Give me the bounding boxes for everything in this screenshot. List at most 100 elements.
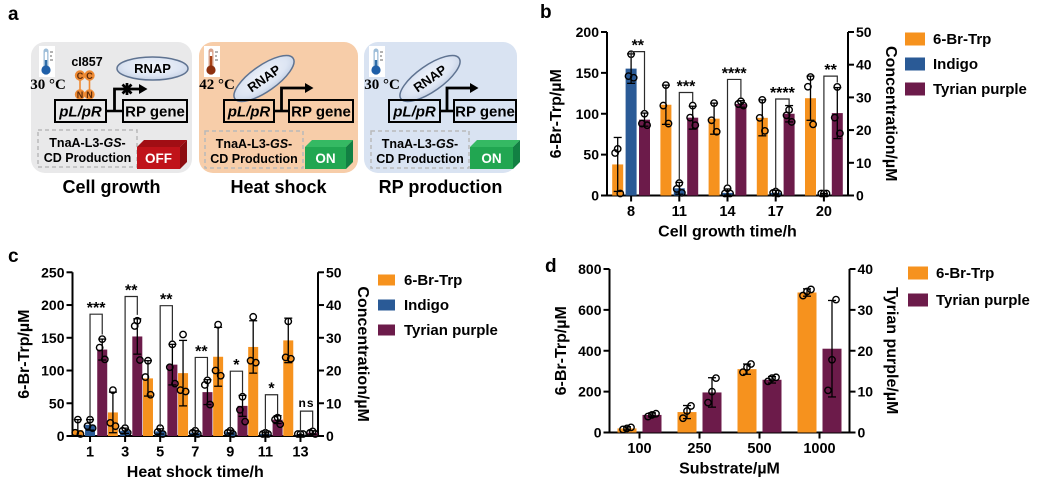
right-tick-label: 50	[856, 24, 872, 40]
panel-a-diagram: a 30 °C cI857	[8, 4, 520, 197]
data-point	[644, 412, 652, 421]
state-card-heat-shock: 42 °C RNAP pL/pR RP gene TnaA-L3-GS- CD …	[199, 42, 358, 197]
data-point	[179, 330, 187, 339]
significance-label: **	[195, 343, 208, 360]
bar-6-br-trp	[708, 118, 720, 196]
left-tick-label: 0	[591, 188, 599, 204]
gene-box	[288, 99, 354, 123]
panel-b-label: b	[540, 2, 552, 23]
legend-label: 6-Br-Trp	[404, 272, 462, 289]
right-axis-title: Concentration/µM	[882, 46, 899, 181]
data-point	[73, 415, 82, 424]
data-point	[817, 189, 826, 198]
right-tick-label: 40	[858, 261, 874, 277]
data-point	[249, 312, 258, 321]
data-point	[206, 400, 214, 409]
bar-6-br-trp	[660, 104, 672, 196]
bar-tyrian-purple	[272, 419, 283, 436]
x-tick-label: 7	[191, 445, 199, 461]
panel-c-label: c	[8, 246, 19, 267]
switch-off-button: OFF	[137, 140, 187, 169]
bar-tyrian-purple	[687, 117, 699, 196]
data-point	[720, 189, 729, 198]
legend-label: Indigo	[404, 297, 449, 314]
significance-bracket	[89, 313, 103, 419]
data-point	[661, 81, 670, 90]
promoter-box	[223, 99, 275, 123]
data-point	[168, 340, 177, 349]
left-tick-label: 0	[57, 428, 65, 444]
state-card-cell-growth: 30 °C cI857 C C N N RNAP	[30, 42, 192, 197]
bar-6-br-trp	[213, 356, 224, 436]
promoter-box	[388, 99, 441, 123]
right-tick-label: 0	[856, 188, 864, 204]
promoter-arrow-blocked	[113, 83, 148, 111]
right-tick-label: 10	[326, 395, 342, 411]
state-card-rp-production: 30 °C RNAP pL/pR RP gene TnaA-L3-GS- CD …	[364, 42, 520, 197]
significance-bracket	[124, 295, 138, 427]
x-tick-label: 14	[719, 204, 735, 220]
data-point	[708, 387, 716, 396]
data-point	[611, 149, 620, 157]
data-point	[293, 430, 302, 438]
left-tick-label: 50	[49, 395, 65, 411]
block-x-icon	[121, 83, 133, 95]
bar-tyrian-purple	[639, 119, 650, 196]
legend-label: Indigo	[933, 56, 978, 73]
bar-tyrian-purple	[97, 349, 108, 436]
data-point	[629, 73, 638, 82]
x-tick-label: 9	[226, 445, 234, 461]
data-point	[311, 430, 320, 438]
switch-on-button: ON	[305, 140, 353, 169]
x-tick-label: 13	[292, 445, 308, 461]
rnap-ellipse: RNAP	[116, 56, 189, 81]
significance-label: ****	[770, 85, 796, 102]
x-tick-label: 250	[687, 441, 711, 457]
significance-bracket	[678, 91, 694, 181]
data-point	[111, 422, 120, 431]
svg-text:N: N	[86, 90, 93, 100]
data-point	[758, 95, 767, 104]
data-point	[624, 72, 633, 81]
data-point	[136, 356, 144, 364]
temperature-label: 30 °C	[30, 77, 66, 93]
bar-tyrian-purple	[831, 113, 843, 196]
data-point	[747, 360, 755, 368]
data-point	[286, 354, 295, 363]
data-point	[712, 127, 721, 136]
promoter-label: pL/pR	[227, 104, 271, 121]
left-axis-title: 6-Br-Trp/µM	[553, 306, 570, 395]
bar-indigo	[625, 68, 637, 196]
significance-bracket	[775, 98, 790, 189]
x-tick-label: 500	[747, 441, 771, 457]
data-point	[835, 129, 844, 138]
promoter-box	[54, 99, 107, 123]
left-axis-title: 6-Br-Trp/µM	[16, 310, 33, 399]
left-tick-label: 250	[41, 264, 65, 280]
significance-label: *	[233, 357, 240, 374]
data-point	[640, 109, 649, 118]
data-point	[200, 381, 209, 389]
data-point	[643, 121, 652, 130]
data-point	[710, 99, 719, 108]
promoter-arrow	[280, 83, 314, 111]
data-point	[739, 368, 747, 377]
switch-label: ON	[315, 151, 335, 166]
data-point	[691, 121, 700, 130]
gene-label: RP gene	[291, 104, 351, 121]
x-axis-title: Substrate/µM	[679, 461, 780, 478]
significance-label: ****	[722, 65, 748, 82]
x-tick-label: 1	[86, 445, 94, 461]
left-tick-label: 100	[576, 106, 600, 122]
data-point	[616, 189, 625, 198]
data-point	[677, 188, 686, 197]
data-point	[130, 322, 139, 330]
bar-tyrian-purple	[762, 379, 782, 433]
bar-6-br-trp	[677, 412, 697, 433]
x-tick-label: 17	[768, 204, 784, 220]
bar-6-br-trp	[756, 117, 768, 196]
right-tick-label: 50	[326, 264, 342, 280]
legend-swatch	[908, 266, 928, 280]
left-tick-label: 200	[578, 384, 602, 400]
data-point	[171, 379, 179, 388]
